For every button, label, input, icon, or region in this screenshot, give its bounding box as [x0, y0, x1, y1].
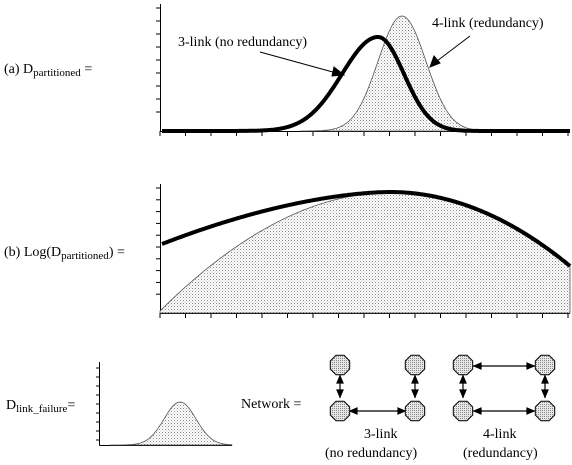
network-node [404, 400, 426, 422]
panel-a-label-prefix: (a) D [4, 62, 34, 77]
panel-a-label-sub: partitioned [33, 67, 81, 79]
panel-a-4link-area [300, 15, 481, 132]
panel-b-label: (b) Log(Dpartitioned) = [4, 245, 125, 262]
panel-b-label-sub: partitioned [61, 250, 109, 262]
network-label: Network = [241, 397, 302, 412]
panel-c-area [110, 401, 233, 446]
network-4link [459, 362, 549, 415]
panel-b-axes [156, 184, 570, 318]
panel-b-4link-area [159, 192, 571, 314]
network-node [329, 354, 351, 376]
network-node [329, 400, 351, 422]
panel-a-label-suffix: = [80, 62, 93, 77]
network-3link [336, 374, 419, 415]
panel-c-axes [96, 362, 232, 446]
network-left-caption-1: 3-link [364, 427, 398, 442]
panel-a-label: (a) Dpartitioned = [4, 62, 93, 79]
panel-a-3link-curve [161, 35, 571, 133]
panel-c-label-prefix: D [6, 398, 17, 413]
panel-c-label-sub: link_failure [16, 403, 68, 415]
panel-b-3link-curve [161, 190, 572, 268]
legend-3link: 3-link (no redundancy) [178, 35, 308, 50]
panel-c-label: Dlink_failure= [6, 398, 76, 415]
network-right-caption-1: 4-link [483, 427, 517, 442]
panel-c-label-suffix: = [67, 398, 76, 413]
panel-b-label-suffix: ) = [108, 245, 125, 260]
panel-b-label-prefix: (b) Log(D [4, 245, 62, 260]
legend-arrows [259, 35, 471, 77]
network-node [534, 354, 556, 376]
network-node [452, 400, 474, 422]
network-nodes [329, 354, 556, 422]
legend-4link: 4-link (redundancy) [432, 16, 544, 31]
network-node [534, 400, 556, 422]
network-left-caption-2: (no redundancy) [325, 446, 418, 461]
network-node [404, 354, 426, 376]
network-node [452, 354, 474, 376]
network-right-caption-2: (redundancy) [463, 446, 538, 461]
